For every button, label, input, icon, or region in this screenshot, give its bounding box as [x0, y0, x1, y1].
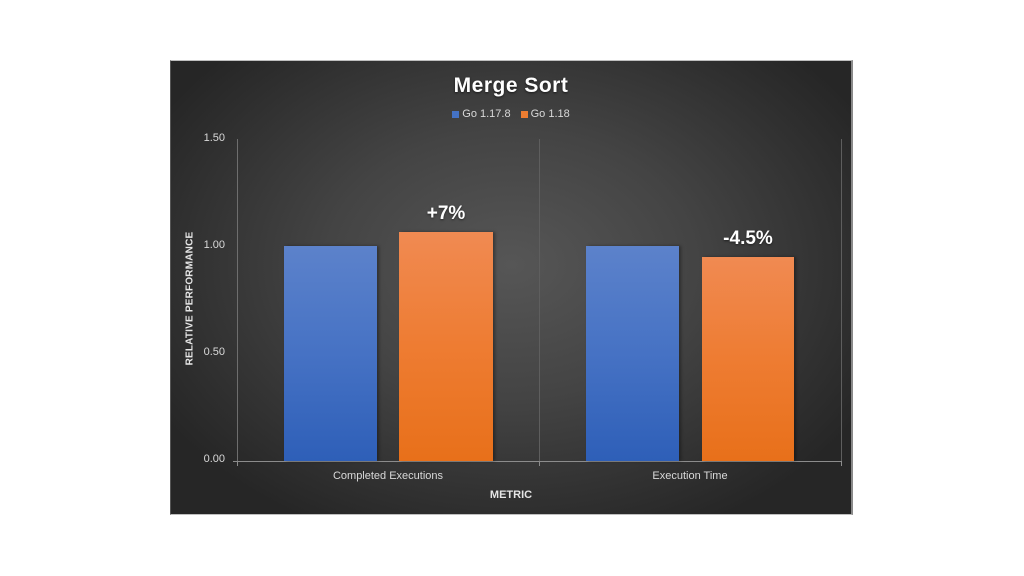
category-separator	[539, 139, 540, 461]
annotation-minus-4-5: -4.5%	[723, 228, 773, 249]
x-axis-line	[233, 461, 842, 462]
y-axis-line	[237, 139, 238, 461]
y-tick-1-5: 1.50	[203, 132, 225, 144]
annotation-plus-7: +7%	[426, 203, 466, 224]
bar-execution-time-go-1-18	[702, 257, 794, 461]
legend: Go 1.17.8 Go 1.18	[171, 108, 851, 120]
chart-area: Merge Sort Go 1.17.8 Go 1.18 RELATIVE PE…	[170, 60, 853, 515]
y-tick-0: 0.00	[203, 453, 225, 465]
legend-swatch-blue-icon	[452, 110, 460, 118]
category-separator	[841, 139, 842, 461]
x-axis-label: METRIC	[489, 489, 533, 501]
legend-item-go-1-17-8: Go 1.17.8	[452, 108, 511, 120]
legend-label: Go 1.17.8	[462, 108, 511, 120]
y-tick-1: 1.00	[203, 239, 225, 251]
legend-item-go-1-18: Go 1.18	[520, 108, 570, 120]
bar-completed-executions-go-1-18	[399, 232, 493, 461]
chart-title: Merge Sort	[453, 74, 569, 97]
x-category-execution-time: Execution Time	[652, 470, 728, 482]
bar-completed-executions-go-1-17-8	[284, 246, 377, 461]
x-axis-tick	[539, 461, 540, 466]
x-axis-tick	[237, 461, 238, 466]
legend-label: Go 1.18	[530, 108, 570, 120]
legend-swatch-orange-icon	[520, 110, 528, 118]
y-tick-0-5: 0.50	[203, 346, 225, 358]
bar-execution-time-go-1-17-8	[586, 246, 679, 461]
x-axis-tick	[841, 461, 842, 466]
x-category-completed-executions: Completed Executions	[332, 470, 444, 482]
